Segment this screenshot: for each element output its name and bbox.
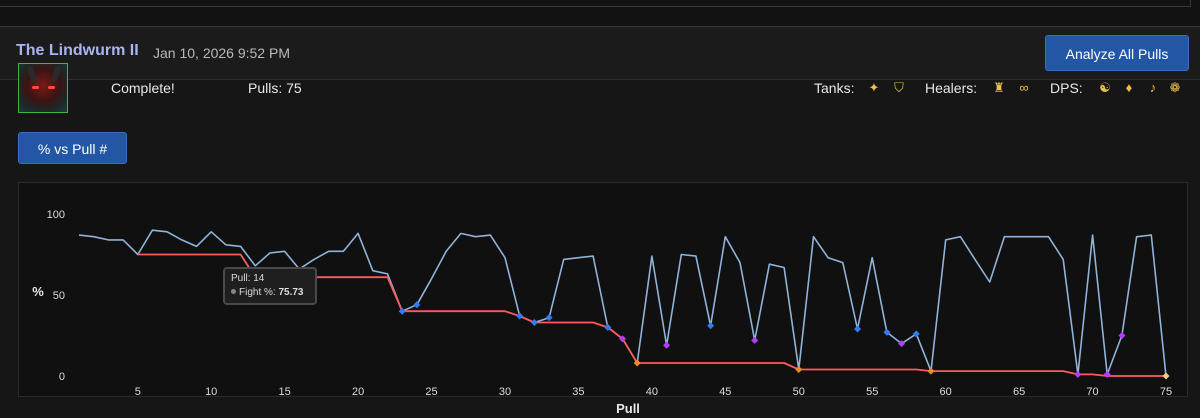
- tanks-label: Tanks:: [814, 80, 855, 96]
- tooltip-fight-value: 75.73: [278, 287, 304, 298]
- warrior-icon: ⛉: [894, 80, 904, 95]
- bard-icon: ♪: [1149, 80, 1157, 95]
- chart-container: [18, 182, 1188, 397]
- dragoon-icon: ♦: [1125, 80, 1133, 95]
- pull-marker: [604, 323, 612, 331]
- x-tick-label: 20: [352, 386, 364, 398]
- pull-marker: [530, 319, 538, 327]
- monk-icon: ☯: [1099, 80, 1111, 95]
- pull-marker: [398, 307, 406, 315]
- tooltip-pull: Pull: 14: [231, 273, 265, 284]
- x-tick-label: 35: [572, 386, 584, 398]
- pull-marker: [619, 335, 626, 343]
- x-tick-label: 25: [425, 386, 437, 398]
- encounter-title[interactable]: The Lindwurm II: [16, 42, 139, 59]
- healers-label: Healers:: [925, 80, 978, 96]
- avatar-eye-right: [48, 86, 55, 89]
- x-tick-label: 60: [940, 386, 952, 398]
- paladin-icon: ✦: [868, 80, 880, 95]
- x-tick-label: 65: [1013, 386, 1025, 398]
- top-bar: [0, 0, 1200, 26]
- x-tick-label: 55: [866, 386, 878, 398]
- pull-marker: [751, 336, 759, 344]
- pull-marker: [1103, 370, 1111, 378]
- tooltip-fight-label: Fight %:: [239, 287, 276, 298]
- dancer-icon: ❁: [1169, 80, 1181, 95]
- tooltip-fight-row: Fight %: 75.73: [231, 286, 309, 300]
- x-tick-label: 45: [719, 386, 731, 398]
- boss-avatar: [18, 63, 68, 113]
- pull-count: Pulls: 75: [248, 80, 302, 96]
- pull-marker: [707, 322, 715, 330]
- x-tick-label: 30: [499, 386, 511, 398]
- x-tick-label: 75: [1160, 386, 1172, 398]
- sage-icon: ∞: [1019, 80, 1029, 95]
- analyze-all-pulls-button[interactable]: Analyze All Pulls: [1045, 35, 1189, 71]
- dps-label: DPS:: [1050, 80, 1083, 96]
- pull-marker: [545, 314, 553, 322]
- x-tick-label: 5: [135, 386, 141, 398]
- avatar-eye-left: [32, 86, 39, 89]
- pull-marker: [1118, 332, 1126, 339]
- x-tick-label: 15: [279, 386, 291, 398]
- y-axis-label: %: [32, 284, 44, 299]
- pull-marker: [898, 340, 906, 348]
- scholar-icon: ♜: [993, 80, 1005, 95]
- x-axis-label: Pull: [616, 401, 640, 416]
- pull-marker: [795, 366, 803, 374]
- percent-vs-pull-button[interactable]: % vs Pull #: [18, 132, 127, 164]
- encounter-date: Jan 10, 2026 9:52 PM: [153, 45, 290, 61]
- y-tick-label: 100: [47, 209, 65, 221]
- pull-marker: [663, 341, 671, 349]
- pull-marker: [912, 330, 920, 338]
- encounter-header: The Lindwurm II Jan 10, 2026 9:52 PM Ana…: [0, 27, 1200, 80]
- x-tick-label: 10: [205, 386, 217, 398]
- pull-marker: [854, 325, 862, 333]
- chart-tooltip: Pull: 14 Fight %: 75.73: [223, 267, 317, 305]
- x-tick-label: 50: [793, 386, 805, 398]
- pull-marker: [927, 367, 935, 375]
- pull-marker: [883, 328, 891, 336]
- status-text: Complete!: [111, 80, 175, 96]
- y-tick-label: 50: [53, 290, 65, 302]
- y-tick-label: 0: [59, 371, 65, 383]
- pull-marker: [633, 359, 641, 367]
- x-tick-label: 40: [646, 386, 658, 398]
- top-bar-edge: [0, 0, 1191, 7]
- x-tick-label: 70: [1086, 386, 1098, 398]
- pull-marker: [413, 301, 421, 309]
- pull-marker: [1074, 370, 1082, 378]
- pull-marker: [516, 312, 524, 320]
- tooltip-dot: [231, 289, 236, 294]
- pull-marker: [1162, 372, 1170, 380]
